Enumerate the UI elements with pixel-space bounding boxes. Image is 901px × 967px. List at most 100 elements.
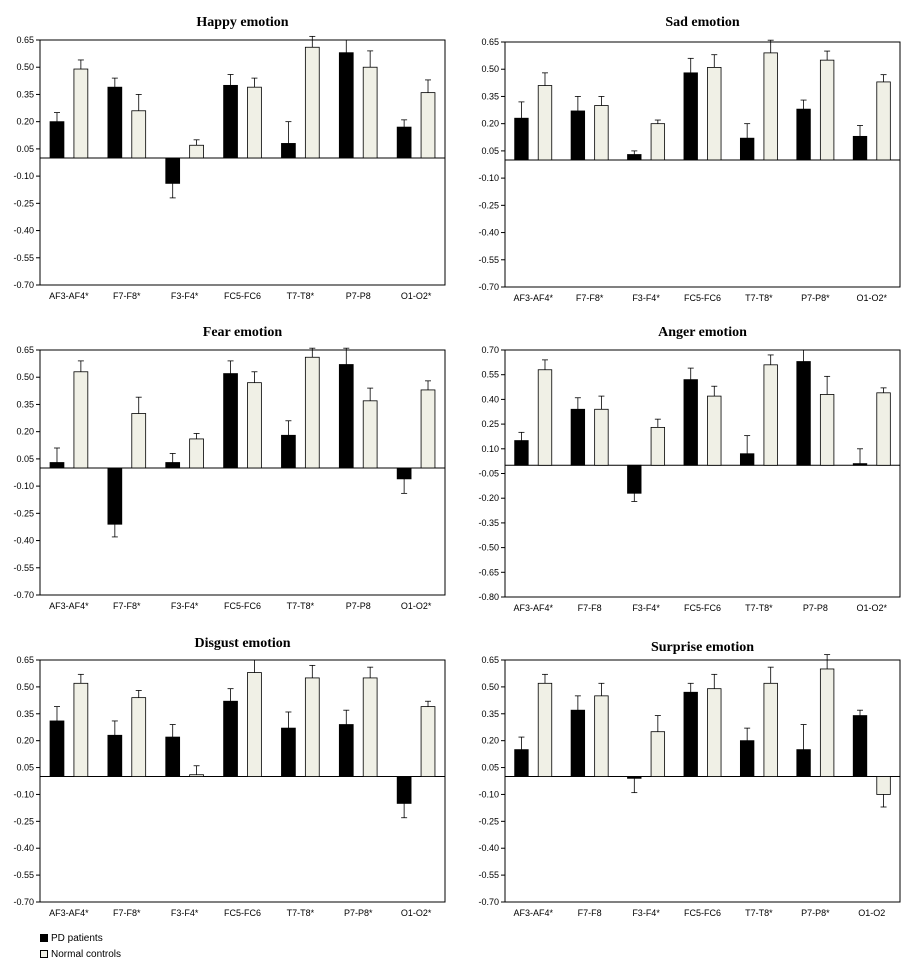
y-tick-label: 0.35: [481, 91, 499, 101]
bar-pd: [739, 740, 755, 777]
bar-pd: [165, 462, 181, 469]
y-tick-label: -0.40: [478, 228, 499, 238]
bar-pd: [627, 154, 642, 161]
bar-nc: [876, 81, 891, 161]
y-tick-label: 0.65: [481, 37, 499, 47]
bar-pd: [570, 709, 586, 777]
x-tick-label: FC5-FC6: [224, 908, 261, 918]
y-tick-label: 0.65: [16, 35, 34, 45]
chart-6: Surprise emotion 0.65 0.50 0.35 0.20 0.05 -0.1…: [478, 640, 901, 918]
bar-nc: [73, 68, 89, 159]
bar-nc: [189, 438, 204, 469]
legend-swatch-nc: [40, 950, 48, 958]
x-tick-label: T7-T8*: [745, 908, 773, 918]
bar-nc: [247, 86, 262, 159]
y-tick-label: -0.55: [13, 870, 34, 880]
y-tick-label: 0.40: [481, 394, 499, 404]
y-tick-label: 0.05: [16, 454, 34, 464]
x-tick-label: T7-T8*: [287, 291, 315, 301]
x-tick-label: FC5-FC6: [224, 601, 261, 611]
y-tick-label: -0.80: [478, 592, 499, 602]
x-tick-label: P7-P8: [346, 601, 371, 611]
bar-nc: [73, 682, 89, 777]
bar-nc: [362, 400, 378, 469]
bar-nc: [247, 382, 262, 469]
y-tick-label: 0.65: [481, 655, 499, 665]
y-tick-label: 0.50: [16, 682, 34, 692]
bar-nc: [131, 110, 147, 159]
y-tick-label: -0.10: [13, 789, 34, 799]
y-tick-label: 0.55: [481, 370, 499, 380]
y-tick-label: 0.50: [481, 682, 499, 692]
bar-pd: [627, 776, 642, 779]
y-tick-label: 0.10: [481, 444, 499, 454]
bar-pd: [338, 364, 354, 469]
bar-pd: [570, 408, 586, 466]
chart-3: Fear emotion 0.65 0.50 0.35 0.20 0.05 -0.10 -0.…: [13, 325, 446, 611]
x-tick-label: AF3-AF4*: [513, 603, 553, 613]
y-tick-label: -0.70: [13, 590, 34, 600]
y-tick-label: 0.20: [481, 119, 499, 129]
bar-nc: [763, 52, 778, 161]
x-tick-label: O1-O2*: [401, 601, 432, 611]
bar-pd: [396, 126, 412, 159]
chart-title: Disgust emotion: [194, 636, 290, 651]
bar-pd: [852, 463, 868, 466]
x-tick-label: T7-T8*: [287, 601, 315, 611]
plot-frame: [39, 39, 446, 286]
x-tick-label: AF3-AF4*: [513, 293, 553, 303]
x-tick-label: P7-P8*: [801, 293, 830, 303]
bar-pd: [796, 361, 811, 466]
bar-nc: [594, 695, 609, 777]
bar-pd: [796, 108, 811, 161]
bar-pd: [281, 143, 296, 159]
y-tick-label: -0.25: [13, 198, 34, 208]
bar-nc: [707, 688, 722, 777]
bar-nc: [304, 356, 320, 469]
x-tick-label: F7-F8: [578, 603, 602, 613]
bar-pd: [165, 157, 181, 184]
chart-title: Surprise emotion: [651, 640, 754, 655]
y-tick-label: -0.70: [478, 897, 499, 907]
y-tick-label: 0.50: [16, 62, 34, 72]
bar-nc: [362, 66, 378, 159]
y-tick-label: -0.35: [478, 518, 499, 528]
bar-pd: [739, 137, 755, 161]
y-tick-label: 0.35: [16, 709, 34, 719]
bar-pd: [683, 379, 698, 466]
bar-nc: [763, 364, 778, 466]
bar-pd: [49, 121, 65, 159]
x-tick-label: P7-P8: [346, 291, 371, 301]
chart-title: Happy emotion: [196, 15, 288, 30]
y-tick-label: -0.40: [13, 226, 34, 236]
bar-nc: [707, 67, 722, 161]
x-tick-label: F7-F8*: [113, 291, 141, 301]
y-tick-label: -0.55: [13, 253, 34, 263]
x-tick-label: FC5-FC6: [684, 908, 721, 918]
bar-nc: [594, 408, 609, 466]
plot-frame: [504, 349, 901, 598]
y-tick-label: 0.50: [16, 372, 34, 382]
chart-title: Fear emotion: [203, 325, 283, 340]
bar-pd: [514, 440, 529, 466]
y-tick-label: -0.10: [13, 481, 34, 491]
y-tick-label: -0.20: [478, 493, 499, 503]
bar-nc: [189, 144, 204, 159]
bar-pd: [107, 86, 123, 159]
bar-pd: [796, 749, 811, 777]
bar-nc: [73, 371, 89, 469]
bar-nc: [876, 392, 891, 466]
bar-nc: [876, 776, 891, 795]
bar-nc: [420, 92, 436, 159]
legend-item-nc: Normal controls: [40, 946, 121, 962]
x-tick-label: T7-T8*: [745, 293, 773, 303]
y-tick-label: -0.55: [478, 870, 499, 880]
chart-5: Disgust emotion 0.65 0.50 0.35 0.20 0.05 -0.10…: [13, 636, 446, 918]
bar-pd: [683, 72, 698, 161]
bar-nc: [594, 105, 609, 161]
bar-nc: [304, 46, 320, 159]
x-tick-label: P7-P8*: [344, 908, 373, 918]
x-tick-label: F3-F4*: [632, 293, 660, 303]
y-tick-label: 0.05: [16, 763, 34, 773]
